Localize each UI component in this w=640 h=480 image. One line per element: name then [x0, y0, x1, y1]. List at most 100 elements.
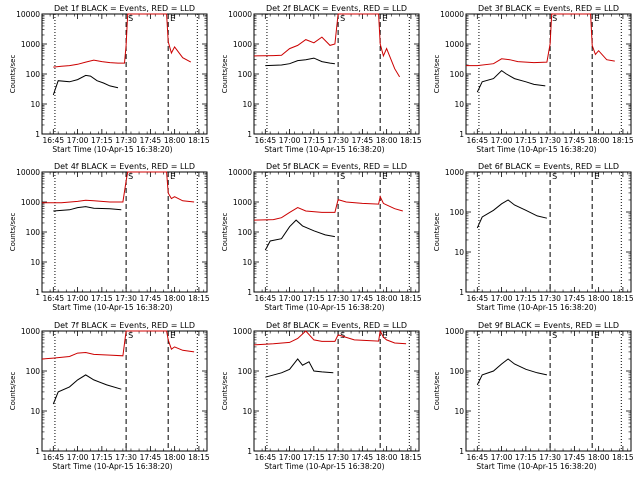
plot-frame — [465, 171, 632, 293]
x-tick-label: 17:00 — [67, 453, 89, 462]
y-tick-label: 10 — [454, 100, 464, 109]
y-tick-label: 10 — [242, 407, 252, 416]
time-marker-label: E — [382, 14, 387, 23]
y-axis-title: Counts/sec — [9, 372, 17, 411]
y-tick-label: 100 — [238, 70, 253, 79]
y-tick-label: 1000 — [233, 40, 252, 49]
y-tick-label: 1000 — [21, 327, 40, 336]
series-red-line — [253, 13, 401, 78]
x-tick-label: 18:00 — [164, 136, 186, 145]
y-tick-label: 1000 — [21, 198, 40, 207]
x-tick-label: 17:00 — [279, 453, 301, 462]
y-tick-label: 1000 — [233, 327, 252, 336]
y-tick-label: 10000 — [228, 168, 252, 177]
x-tick-label: 17:15 — [91, 453, 113, 462]
x-tick-label: 17:30 — [539, 136, 561, 145]
x-tick-label: 17:15 — [303, 294, 325, 303]
x-tick-label: 17:30 — [327, 136, 349, 145]
x-axis-title: Start Time (10-Apr-15 16:38:20) — [264, 303, 384, 312]
plot-frame — [253, 330, 420, 452]
y-tick-label: 1 — [247, 288, 252, 297]
y-tick-label: 10 — [242, 100, 252, 109]
series-red-line — [466, 13, 615, 67]
panel-title: Det 9f BLACK = Events, RED = LLD — [478, 321, 619, 330]
y-tick-label: 100 — [26, 367, 41, 376]
x-tick-label: 18:15 — [188, 136, 210, 145]
x-axis-title: Start Time (10-Apr-15 16:38:20) — [264, 145, 384, 154]
y-axis-title: Counts/sec — [221, 55, 229, 94]
x-tick-label: 16:45 — [43, 453, 65, 462]
time-marker-label: S — [552, 172, 557, 181]
series-red-line — [42, 171, 195, 204]
series-black-line — [476, 199, 548, 229]
x-tick-label: 18:15 — [400, 136, 422, 145]
panel-title: Det 3f BLACK = Events, RED = LLD — [478, 4, 619, 13]
x-tick-label: 18:00 — [588, 136, 610, 145]
y-tick-label: 10 — [454, 407, 464, 416]
series-black-line — [52, 74, 119, 96]
x-tick-label: 17:00 — [491, 136, 513, 145]
y-tick-label: 1000 — [445, 168, 464, 177]
x-tick-label: 17:30 — [539, 453, 561, 462]
x-axis-title: Start Time (10-Apr-15 16:38:20) — [264, 462, 384, 471]
time-marker-label: S — [128, 172, 133, 181]
y-tick-label: 100 — [238, 367, 253, 376]
x-tick-label: 18:15 — [188, 453, 210, 462]
series-black-line — [52, 374, 122, 405]
y-axis-title: Counts/sec — [433, 372, 441, 411]
x-axis-title: Start Time (10-Apr-15 16:38:20) — [52, 462, 172, 471]
plot-frame — [41, 13, 208, 135]
series-red-line — [53, 13, 192, 68]
y-tick-label: 10000 — [16, 168, 40, 177]
x-tick-label: 16:45 — [255, 294, 277, 303]
y-tick-label: 10000 — [440, 10, 464, 19]
x-tick-label: 17:30 — [115, 453, 137, 462]
y-tick-label: 1 — [459, 288, 464, 297]
x-axis-title: Start Time (10-Apr-15 16:38:20) — [476, 145, 596, 154]
series-red-line — [253, 195, 403, 221]
x-tick-label: 18:15 — [612, 294, 634, 303]
y-tick-label: 10 — [30, 100, 40, 109]
series-black-line — [265, 57, 335, 67]
y-tick-label: 10000 — [16, 10, 40, 19]
plot-frame — [465, 13, 632, 135]
y-tick-label: 1 — [247, 130, 252, 139]
y-tick-label: 100 — [450, 70, 465, 79]
x-tick-label: 17:45 — [352, 453, 374, 462]
y-tick-label: 100 — [450, 208, 465, 217]
chart-panel-5: Det 5f BLACK = Events, RED = LLD 1 10 100 10… — [221, 162, 422, 312]
panel-title: Det 8f BLACK = Events, RED = LLD — [266, 321, 407, 330]
plot-frame — [41, 330, 208, 452]
x-tick-label: 17:45 — [140, 453, 162, 462]
x-tick-label: 18:00 — [164, 294, 186, 303]
x-axis-title: Start Time (10-Apr-15 16:38:20) — [476, 303, 596, 312]
y-tick-label: 1000 — [21, 40, 40, 49]
y-tick-label: 10 — [30, 258, 40, 267]
y-axis-title: Counts/sec — [221, 372, 229, 411]
chart-panel-2: Det 2f BLACK = Events, RED = LLD 1 10 100 10… — [221, 4, 422, 154]
y-tick-label: 100 — [238, 228, 253, 237]
time-marker-label: S — [340, 331, 345, 340]
panel-title: Det 1f BLACK = Events, RED = LLD — [54, 4, 195, 13]
time-marker-label: E — [382, 331, 387, 340]
time-marker-label: S — [128, 14, 133, 23]
series-red-line — [253, 329, 407, 346]
x-tick-label: 17:00 — [67, 136, 89, 145]
x-tick-label: 17:45 — [352, 294, 374, 303]
y-tick-label: 1 — [459, 447, 464, 456]
time-marker-label: S — [340, 14, 345, 23]
plot-frame — [465, 330, 632, 452]
time-marker-label: S — [552, 331, 557, 340]
series-black-line — [476, 69, 546, 93]
x-tick-label: 18:00 — [588, 294, 610, 303]
x-tick-label: 17:15 — [515, 294, 537, 303]
x-tick-label: 17:45 — [564, 136, 586, 145]
y-axis-title: Counts/sec — [433, 213, 441, 252]
x-tick-label: 17:45 — [140, 136, 162, 145]
x-tick-label: 18:15 — [188, 294, 210, 303]
x-tick-label: 18:15 — [612, 136, 634, 145]
chart-panel-4: Det 4f BLACK = Events, RED = LLD 1 10 100 10… — [9, 162, 210, 312]
y-tick-label: 1 — [35, 288, 40, 297]
chart-panel-8: Det 8f BLACK = Events, RED = LLD 1 10 100 10… — [221, 321, 422, 471]
